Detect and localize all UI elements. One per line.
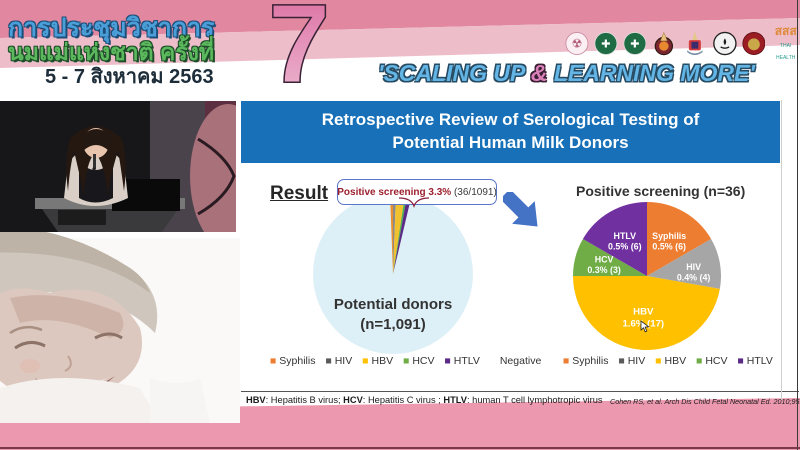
svg-text:Syphilis: Syphilis xyxy=(652,231,686,241)
svg-text:0.3% (3): 0.3% (3) xyxy=(587,265,621,275)
svg-text:HCV: HCV xyxy=(595,255,614,265)
svg-text:7: 7 xyxy=(268,0,330,106)
svg-text:HBV: HBV xyxy=(633,306,654,317)
svg-text:0.5% (6): 0.5% (6) xyxy=(652,241,686,251)
svg-text:Potential donors: Potential donors xyxy=(334,296,452,313)
svg-text:HIV: HIV xyxy=(686,262,701,272)
svg-text:✚: ✚ xyxy=(630,38,639,50)
svg-text:HTLV: HTLV xyxy=(614,231,637,241)
svg-text:0.5% (6): 0.5% (6) xyxy=(608,241,642,251)
svg-text:☢: ☢ xyxy=(572,36,583,50)
svg-text:0.4% (4): 0.4% (4) xyxy=(677,272,711,282)
svg-text:✚: ✚ xyxy=(601,38,610,50)
svg-text:(n=1,091): (n=1,091) xyxy=(360,316,425,333)
